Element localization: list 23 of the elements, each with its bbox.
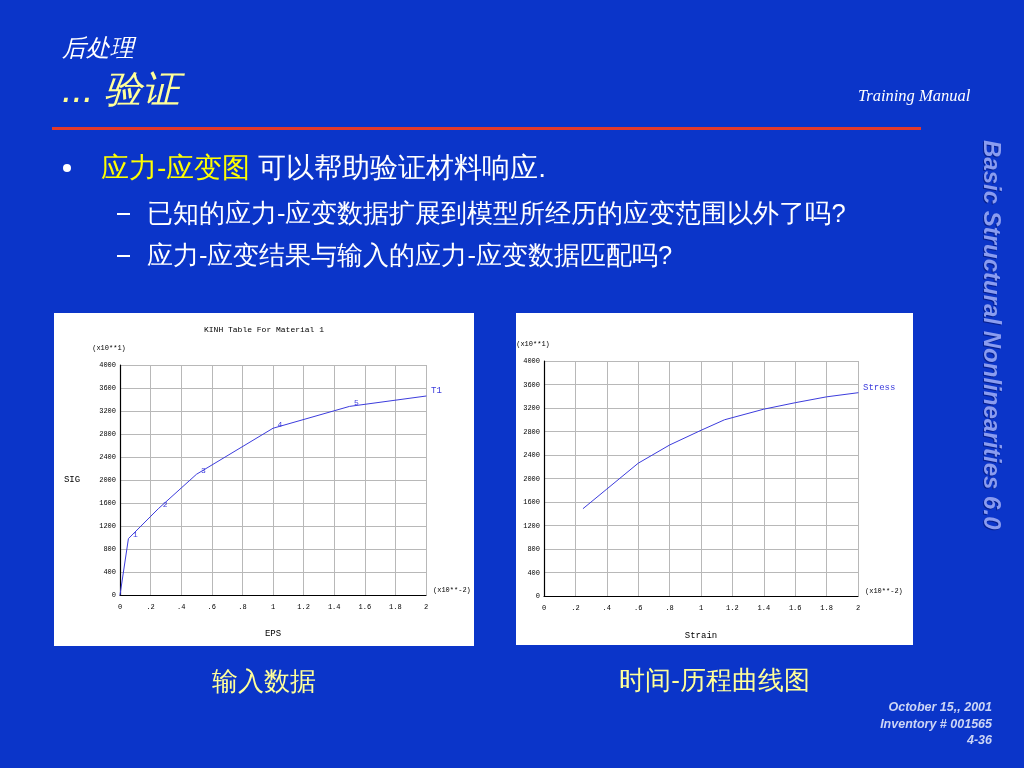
text: 可以帮助验证材料响应.	[258, 152, 547, 183]
text: 已知的应力-应变数据扩展到模型所经历的应变范围以外了吗?	[147, 198, 846, 229]
text: 应力-应变图	[101, 152, 251, 183]
text: October 15,, 2001	[888, 700, 992, 715]
text: 4-36	[966, 733, 992, 748]
text: Inventory # 001565	[880, 716, 992, 732]
annotation: 5	[354, 397, 360, 407]
y-axis-title: SIG	[63, 475, 81, 485]
annotation: 1	[133, 530, 139, 540]
text: 输入数据	[211, 665, 317, 697]
annotation: 2	[162, 500, 168, 510]
chart-title: KINH Table For Material 1	[203, 324, 325, 334]
annotation: 4	[277, 419, 283, 429]
text: 应力-应变结果与输入的应力-应变数据匹配吗?	[147, 240, 673, 271]
line-series	[582, 392, 859, 509]
text: Basic Structural Nonlinearities 6.0	[978, 140, 1006, 530]
text: Training Manual	[858, 86, 971, 106]
series-label: Stress	[863, 382, 896, 393]
x-axis-title: Strain	[684, 630, 718, 641]
series-label: T1	[431, 386, 442, 397]
text: 时间-历程曲线图	[618, 664, 811, 696]
x-axis-title: EPS	[264, 628, 282, 639]
annotation: 3	[201, 465, 207, 475]
